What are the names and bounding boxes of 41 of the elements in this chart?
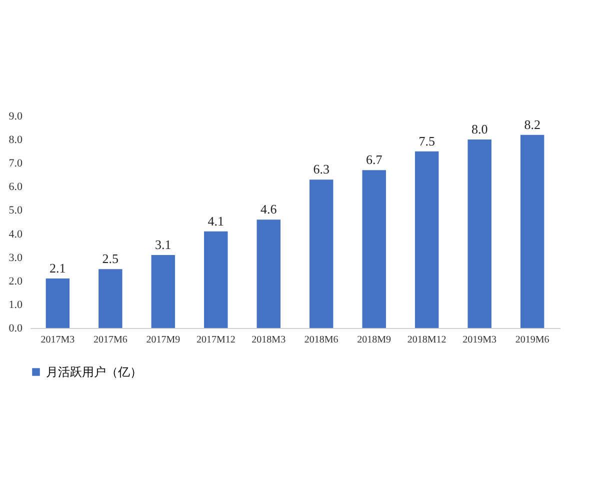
bar xyxy=(362,170,386,328)
x-tick-label: 2017M12 xyxy=(196,334,236,346)
data-label: 2.5 xyxy=(102,251,119,266)
data-label: 4.1 xyxy=(208,213,224,228)
x-tick-label: 2018M6 xyxy=(304,334,338,346)
data-label: 6.7 xyxy=(366,152,383,168)
y-tick-label: 6.0 xyxy=(8,181,23,194)
bar xyxy=(414,151,439,328)
bar xyxy=(310,180,334,328)
bar xyxy=(204,231,228,328)
x-tick-label: 2017M9 xyxy=(146,334,180,346)
bar xyxy=(468,140,492,328)
x-tick-label: 2019M3 xyxy=(462,334,497,346)
bar xyxy=(520,134,544,328)
data-label: 7.5 xyxy=(418,133,435,148)
x-tick-label: 2019M6 xyxy=(515,334,550,346)
data-label: 8.2 xyxy=(524,116,540,132)
y-tick-label: 3.0 xyxy=(8,252,23,264)
bar xyxy=(256,220,280,328)
x-tick-label: 2018M12 xyxy=(407,334,446,346)
y-tick-label: 9.0 xyxy=(8,110,23,122)
x-tick-label: 2018M9 xyxy=(357,334,392,346)
data-label: 8.0 xyxy=(471,122,488,137)
y-tick-label: 8.0 xyxy=(8,134,23,146)
y-tick-label: 5.0 xyxy=(8,204,23,217)
x-tick-label: 2018M3 xyxy=(252,334,286,346)
legend-label: 月活跃用户（亿） xyxy=(46,365,142,379)
bar xyxy=(46,278,70,328)
x-tick-label: 2017M6 xyxy=(93,334,128,346)
y-tick-label: 4.0 xyxy=(8,228,23,240)
bar xyxy=(98,269,122,328)
bar xyxy=(151,254,176,328)
y-tick-label: 1.0 xyxy=(8,298,23,311)
y-tick-label: 0.0 xyxy=(8,322,23,334)
data-label: 2.1 xyxy=(50,260,66,276)
y-tick-label: 7.0 xyxy=(8,158,23,170)
x-tick-label: 2017M3 xyxy=(40,334,75,346)
data-label: 6.3 xyxy=(313,162,330,177)
y-tick-label: 2.0 xyxy=(8,275,23,288)
data-label: 3.1 xyxy=(155,236,172,252)
data-label: 4.6 xyxy=(260,202,278,217)
